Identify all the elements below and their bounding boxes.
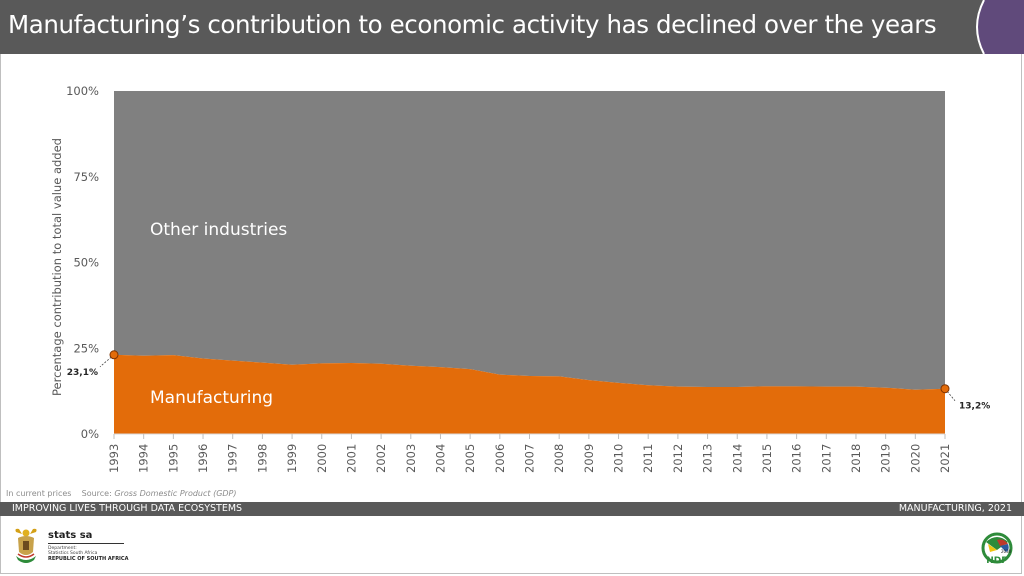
x-tick-label: 2002	[374, 444, 388, 473]
y-tick-label: 100%	[66, 84, 99, 98]
annotation-label: 13,2%	[959, 402, 990, 412]
x-tick-label: 2000	[315, 444, 329, 473]
source-label: Source:	[81, 489, 112, 498]
x-tick-label: 1993	[107, 444, 121, 473]
y-tick-label: 50%	[73, 256, 99, 270]
area-manufacturing	[114, 354, 945, 434]
annotation-leader	[99, 354, 115, 368]
source-title: Gross Domestic Product (GDP)	[114, 489, 237, 498]
y-tick-label: 0%	[81, 427, 99, 441]
logo-dept-line1: Department:	[48, 546, 77, 551]
x-tick-label: 2009	[582, 444, 596, 473]
title-accent-shape	[976, 0, 1024, 54]
ndp-label: NDP	[986, 556, 1008, 566]
axes: 0% 25% 50% 75% 100% 1993 1994 1995 1996 1997 1998 1…	[66, 84, 952, 473]
x-tick-label: 1995	[166, 444, 180, 473]
y-tick-label: 25%	[73, 341, 99, 355]
y-axis-label: Percentage contribution to total value a…	[50, 138, 64, 396]
x-tick-label: 2017	[819, 444, 833, 473]
x-tick-label: 2015	[760, 444, 774, 473]
logo-text: stats sa Department: Statistics South Af…	[48, 530, 128, 562]
x-tick-label: 2010	[612, 444, 626, 473]
x-tick-label: 2021	[938, 444, 952, 473]
annotation-marker	[109, 350, 119, 360]
logo-dept-line2: Statistics South Africa	[48, 551, 98, 556]
x-tick-label: 2001	[344, 444, 358, 473]
title-bar: Manufacturing’s contribution to economic…	[0, 0, 1024, 54]
area-label-manufacturing: Manufacturing	[150, 388, 273, 408]
area-label-other: Other industries	[150, 220, 287, 240]
plot-area	[114, 91, 945, 434]
footer-band: IMPROVING LIVES THROUGH DATA ECOSYSTEMS …	[0, 502, 1024, 516]
x-tick-label: 2008	[552, 444, 566, 473]
coat-of-arms-icon	[15, 528, 37, 563]
annotations: 23,1% 13,2%	[67, 350, 990, 412]
annotation-label: 23,1%	[67, 368, 98, 378]
footer-note: In current prices Source: Gross Domestic…	[6, 489, 237, 498]
ndp-2030-logo-icon: 2030 NDP	[981, 532, 1013, 566]
logo-country: REPUBLIC OF SOUTH AFRICA	[48, 556, 129, 562]
footer-slogan: IMPROVING LIVES THROUGH DATA ECOSYSTEMS	[12, 503, 243, 514]
x-tick-label: 1998	[255, 444, 269, 473]
annotation-marker	[940, 384, 950, 394]
x-tick-label: 2005	[463, 444, 477, 473]
x-tick-label: 1996	[196, 444, 210, 473]
x-tick-label: 2018	[849, 444, 863, 473]
area-chart: 0% 25% 50% 75% 100% 1993 1994 1995 1996 1997 1998 1…	[50, 84, 990, 473]
slide-frame	[0, 54, 1022, 574]
stats-sa-logo: stats sa Department: Statistics South Af…	[12, 526, 128, 570]
ndp-year: 2030	[1001, 549, 1012, 554]
x-tick-label: 2006	[493, 444, 507, 473]
page-title: Manufacturing’s contribution to economic…	[8, 10, 937, 39]
x-tick-label: 2016	[790, 444, 804, 473]
x-tick-label: 1999	[285, 444, 299, 473]
x-tick-label: 2013	[701, 444, 715, 473]
footer-topic: MANUFACTURING, 2021	[898, 503, 1012, 514]
logo-divider	[48, 543, 124, 544]
area-other-industries	[114, 91, 945, 390]
x-tick-label: 1994	[137, 444, 151, 473]
annotation-leader	[944, 388, 956, 401]
y-tick-label: 75%	[73, 170, 99, 184]
x-tick-label: 2019	[879, 444, 893, 473]
price-basis-note: In current prices	[6, 489, 72, 498]
x-tick-label: 2011	[641, 444, 655, 473]
x-tick-label: 2007	[523, 444, 537, 473]
x-tick-label: 2004	[434, 444, 448, 473]
x-tick-label: 1997	[226, 444, 240, 473]
x-tick-label: 2012	[671, 444, 685, 473]
x-tick-label: 2003	[404, 444, 418, 473]
x-tick-label: 2020	[908, 444, 922, 473]
x-tick-label: 2014	[730, 444, 744, 473]
logo-name: stats sa	[48, 530, 93, 541]
